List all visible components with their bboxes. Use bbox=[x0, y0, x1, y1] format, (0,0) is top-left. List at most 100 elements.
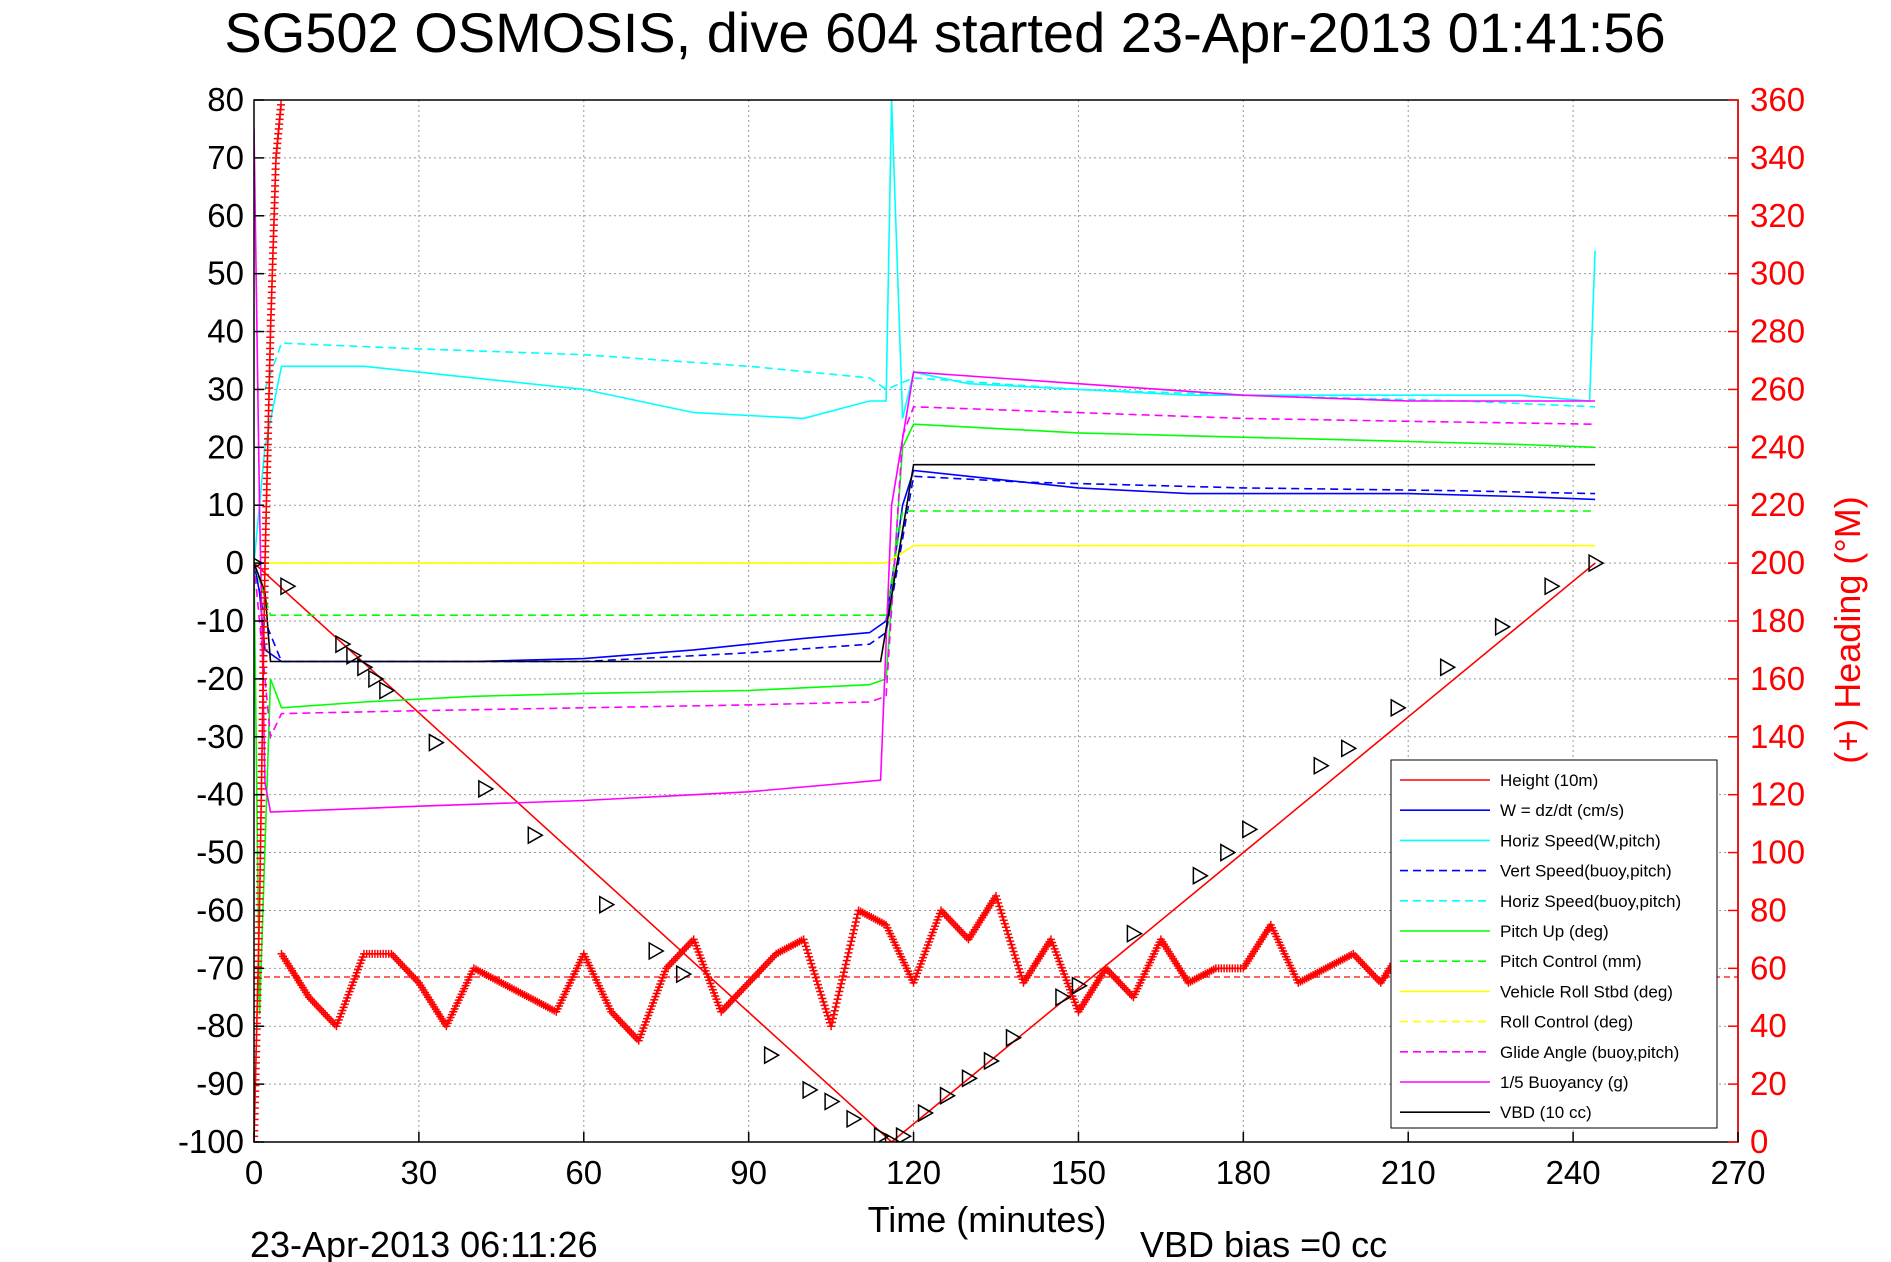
heading-point bbox=[810, 970, 819, 979]
heading-point bbox=[1367, 969, 1376, 978]
triangle-marker bbox=[1220, 843, 1237, 862]
right-tick-label: 120 bbox=[1750, 776, 1805, 813]
triangle-marker bbox=[763, 1045, 781, 1065]
heading-point bbox=[1351, 951, 1360, 960]
heading-point bbox=[396, 959, 405, 968]
heading-point bbox=[746, 976, 755, 985]
legend-label: Pitch Control (mm) bbox=[1500, 952, 1642, 971]
heading-point bbox=[1009, 947, 1018, 956]
heading-point bbox=[411, 974, 420, 983]
heading-point bbox=[755, 967, 764, 976]
triangle-marker bbox=[478, 779, 495, 799]
heading-point bbox=[673, 952, 682, 961]
heading-point bbox=[728, 996, 737, 1005]
right-tick-label: 320 bbox=[1750, 197, 1805, 234]
heading-point bbox=[312, 1000, 321, 1009]
heading-point bbox=[1004, 930, 1013, 939]
heading-point bbox=[321, 1010, 330, 1019]
heading-point bbox=[823, 1011, 832, 1020]
heading-point bbox=[994, 898, 1003, 907]
heading-point bbox=[1016, 968, 1025, 977]
heading-point bbox=[999, 916, 1008, 925]
heading-point bbox=[960, 931, 969, 940]
heading-point bbox=[671, 954, 680, 963]
left-tick-label: -10 bbox=[196, 602, 244, 639]
heading-point bbox=[818, 994, 827, 1003]
legend-label: Horiz Speed(W,pitch) bbox=[1500, 831, 1661, 850]
left-tick-label: 60 bbox=[207, 197, 244, 234]
triangle-marker bbox=[1544, 576, 1561, 596]
x-tick-label: 240 bbox=[1546, 1154, 1601, 1191]
right-tick-label: 180 bbox=[1750, 602, 1805, 639]
x-tick-label: 120 bbox=[886, 1154, 941, 1191]
triangle-marker bbox=[846, 1109, 863, 1129]
heading-point bbox=[996, 905, 1005, 914]
x-tick-label: 270 bbox=[1710, 1154, 1765, 1191]
left-tick-label: 80 bbox=[207, 81, 244, 118]
heading-point bbox=[833, 995, 842, 1004]
heading-point bbox=[1358, 959, 1367, 968]
heading-point bbox=[948, 918, 957, 927]
heading-point bbox=[1010, 951, 1019, 960]
heading-point bbox=[840, 964, 849, 973]
left-tick-label: 70 bbox=[207, 139, 244, 176]
heading-point bbox=[1000, 919, 1009, 928]
heading-point bbox=[735, 988, 744, 997]
triangle-marker bbox=[802, 1080, 819, 1100]
left-tick-label: -50 bbox=[196, 834, 244, 871]
right-tick-label: 220 bbox=[1750, 486, 1805, 523]
heading-point bbox=[846, 941, 855, 950]
heading-point bbox=[849, 929, 858, 938]
heading-point bbox=[310, 999, 319, 1008]
chart-title: SG502 OSMOSIS, dive 604 started 23-Apr-2… bbox=[224, 1, 1665, 64]
heading-point bbox=[1005, 933, 1014, 942]
heading-point bbox=[392, 955, 401, 964]
triangle-marker bbox=[884, 1132, 902, 1142]
left-tick-label: -70 bbox=[196, 949, 244, 986]
heading-point bbox=[1371, 973, 1380, 982]
heading-point bbox=[993, 895, 1002, 904]
triangle-marker bbox=[1494, 617, 1512, 637]
series-line-3 bbox=[254, 475, 1596, 663]
heading-point bbox=[669, 956, 678, 965]
heading-point bbox=[676, 948, 685, 957]
heading-point bbox=[759, 963, 768, 972]
heading-point bbox=[1015, 964, 1024, 973]
triangle-marker bbox=[961, 1069, 979, 1088]
right-tick-label: 360 bbox=[1750, 81, 1805, 118]
heading-point bbox=[1373, 974, 1382, 983]
triangle-marker bbox=[1390, 698, 1407, 718]
triangle-marker bbox=[983, 1051, 1001, 1071]
heading-point bbox=[277, 100, 286, 109]
heading-point bbox=[753, 969, 762, 978]
series-layer bbox=[254, 100, 1596, 1142]
heading-point bbox=[850, 925, 859, 934]
right-tick-label: 240 bbox=[1750, 428, 1805, 465]
triangle-marker bbox=[1341, 739, 1358, 758]
x-tick-label: 90 bbox=[730, 1154, 767, 1191]
right-tick-label: 340 bbox=[1750, 139, 1805, 176]
x-tick-label: 30 bbox=[401, 1154, 438, 1191]
heading-point bbox=[953, 923, 962, 932]
right-axis-label: (+) Heading (°M) bbox=[1827, 496, 1868, 763]
heading-point bbox=[838, 975, 847, 984]
heading-point bbox=[766, 955, 775, 964]
heading-point bbox=[612, 1013, 621, 1022]
heading-point bbox=[813, 980, 822, 989]
heading-point bbox=[1105, 968, 1114, 977]
left-tick-label: -90 bbox=[196, 1065, 244, 1102]
triangle-marker bbox=[1055, 987, 1072, 1007]
heading-point bbox=[944, 914, 953, 923]
right-tick-label: 260 bbox=[1750, 370, 1805, 407]
heading-point bbox=[848, 933, 857, 942]
heading-point bbox=[1006, 937, 1015, 946]
left-tick-label: -60 bbox=[196, 891, 244, 928]
left-tick-label: 0 bbox=[226, 544, 244, 581]
heading-point bbox=[850, 921, 859, 930]
heading-point bbox=[822, 1008, 831, 1017]
x-tick-label: 180 bbox=[1216, 1154, 1271, 1191]
series-line-1 bbox=[254, 469, 1596, 663]
heading-point bbox=[807, 959, 816, 968]
heading-point bbox=[992, 891, 1000, 900]
